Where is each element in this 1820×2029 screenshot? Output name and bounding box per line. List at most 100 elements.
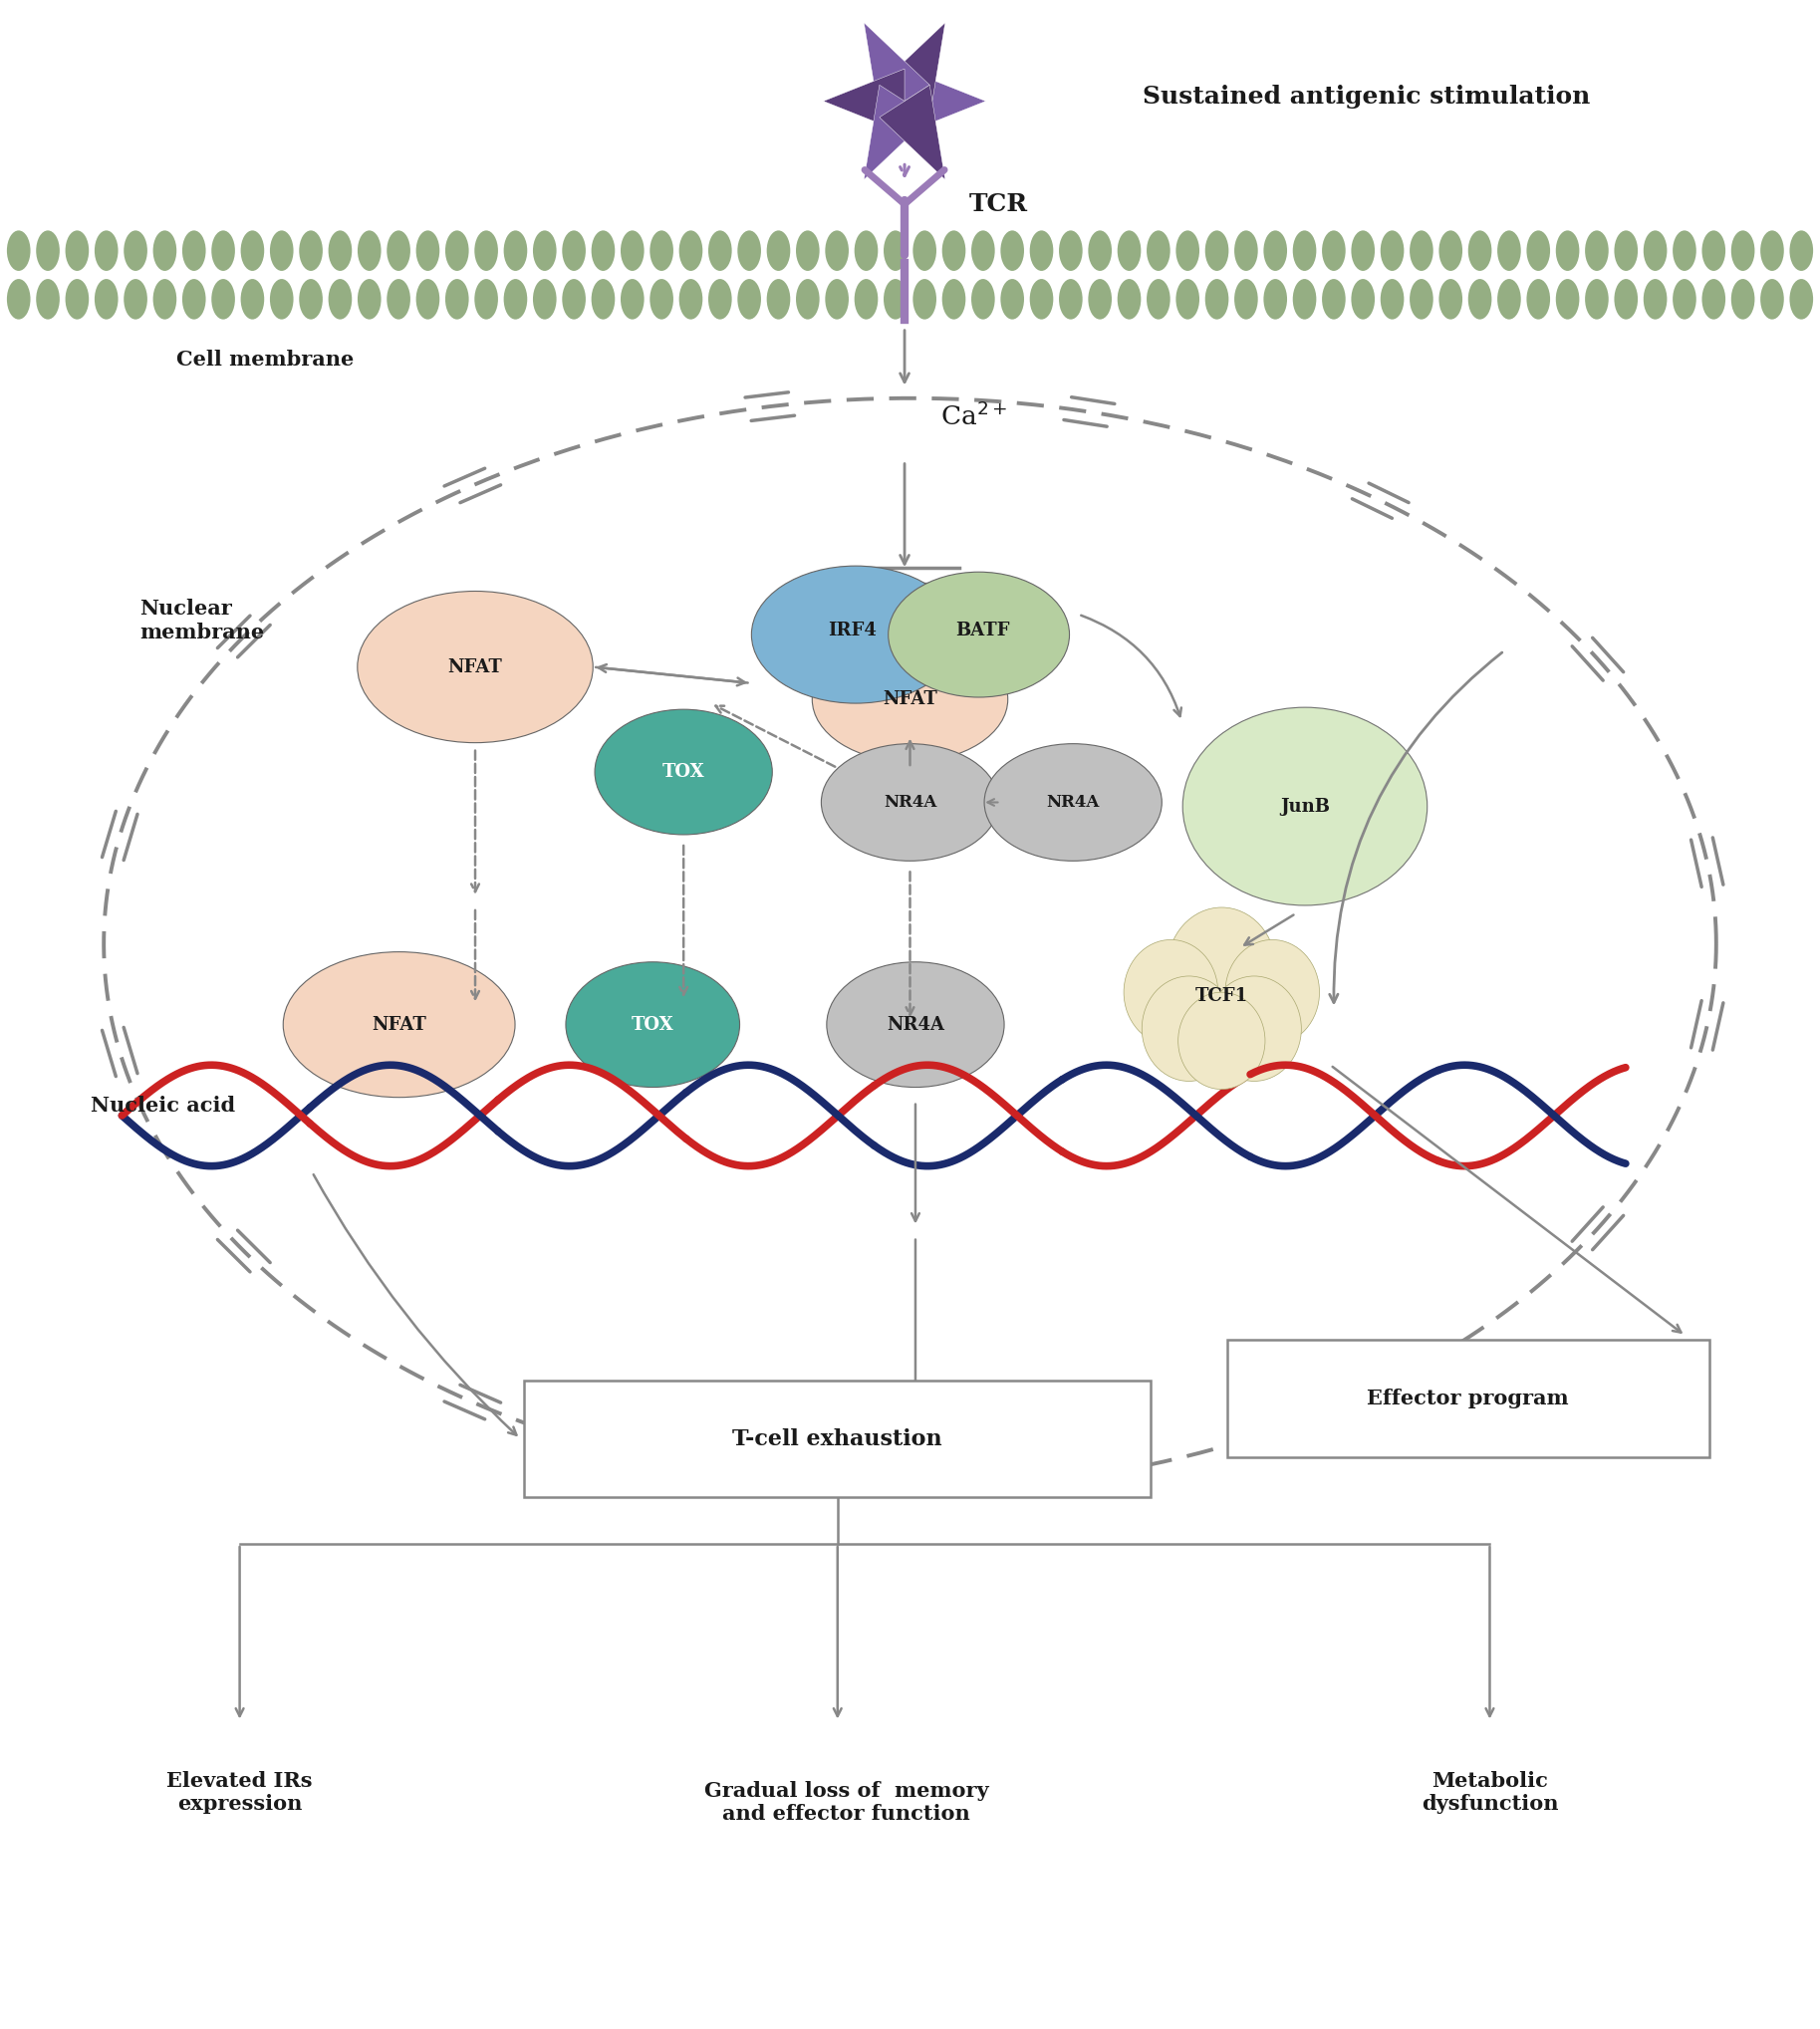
Ellipse shape	[1527, 231, 1551, 272]
Ellipse shape	[562, 278, 586, 319]
Ellipse shape	[298, 278, 322, 319]
Ellipse shape	[1614, 231, 1638, 272]
Ellipse shape	[1088, 278, 1112, 319]
Ellipse shape	[240, 231, 264, 272]
Circle shape	[1178, 992, 1265, 1090]
Ellipse shape	[821, 745, 999, 860]
Ellipse shape	[650, 278, 673, 319]
Ellipse shape	[124, 278, 147, 319]
Ellipse shape	[211, 231, 235, 272]
Ellipse shape	[269, 231, 293, 272]
Ellipse shape	[1117, 231, 1141, 272]
Ellipse shape	[357, 590, 593, 743]
Ellipse shape	[417, 231, 440, 272]
Text: TOX: TOX	[662, 763, 704, 781]
Ellipse shape	[1556, 231, 1580, 272]
Ellipse shape	[972, 231, 996, 272]
Polygon shape	[823, 69, 905, 134]
Text: Effector program: Effector program	[1367, 1388, 1569, 1408]
Ellipse shape	[66, 231, 89, 272]
Ellipse shape	[1321, 231, 1345, 272]
Ellipse shape	[826, 962, 1005, 1088]
Ellipse shape	[795, 278, 819, 319]
Ellipse shape	[66, 278, 89, 319]
Text: Gradual loss of  memory
and effector function: Gradual loss of memory and effector func…	[704, 1781, 988, 1824]
Ellipse shape	[1469, 278, 1492, 319]
Ellipse shape	[1498, 278, 1522, 319]
Ellipse shape	[914, 278, 935, 319]
Ellipse shape	[566, 962, 739, 1088]
Ellipse shape	[1183, 708, 1427, 905]
Text: TCR: TCR	[970, 193, 1028, 217]
Ellipse shape	[885, 231, 906, 272]
Ellipse shape	[1702, 278, 1725, 319]
Ellipse shape	[475, 231, 499, 272]
Ellipse shape	[562, 231, 586, 272]
Ellipse shape	[1731, 278, 1754, 319]
Ellipse shape	[1527, 278, 1551, 319]
Ellipse shape	[1643, 278, 1667, 319]
Ellipse shape	[182, 278, 206, 319]
Ellipse shape	[95, 278, 118, 319]
Ellipse shape	[124, 231, 147, 272]
Ellipse shape	[795, 231, 819, 272]
Ellipse shape	[1030, 278, 1054, 319]
Ellipse shape	[36, 278, 60, 319]
Text: NR4A: NR4A	[883, 793, 937, 812]
Ellipse shape	[1585, 231, 1609, 272]
Ellipse shape	[595, 710, 772, 834]
Ellipse shape	[1643, 231, 1667, 272]
Ellipse shape	[985, 745, 1161, 860]
Ellipse shape	[533, 231, 557, 272]
Ellipse shape	[284, 952, 515, 1098]
Ellipse shape	[1147, 278, 1170, 319]
Ellipse shape	[475, 278, 499, 319]
Ellipse shape	[328, 278, 351, 319]
Ellipse shape	[1410, 231, 1432, 272]
Ellipse shape	[1205, 278, 1228, 319]
Ellipse shape	[1440, 278, 1463, 319]
Circle shape	[1167, 907, 1276, 1029]
Ellipse shape	[1205, 231, 1228, 272]
Ellipse shape	[1234, 231, 1258, 272]
Ellipse shape	[1498, 231, 1522, 272]
Ellipse shape	[1380, 278, 1403, 319]
Ellipse shape	[1380, 231, 1403, 272]
Ellipse shape	[328, 231, 351, 272]
Ellipse shape	[888, 572, 1070, 698]
Ellipse shape	[592, 278, 615, 319]
Ellipse shape	[1760, 278, 1784, 319]
Ellipse shape	[1117, 278, 1141, 319]
Ellipse shape	[943, 278, 966, 319]
FancyBboxPatch shape	[524, 1380, 1150, 1497]
Ellipse shape	[1673, 231, 1696, 272]
Ellipse shape	[812, 637, 1008, 763]
Ellipse shape	[824, 231, 848, 272]
Ellipse shape	[943, 231, 966, 272]
Ellipse shape	[621, 231, 644, 272]
Ellipse shape	[737, 231, 761, 272]
Ellipse shape	[298, 231, 322, 272]
Ellipse shape	[446, 278, 470, 319]
Ellipse shape	[885, 278, 906, 319]
Ellipse shape	[708, 231, 732, 272]
Ellipse shape	[1350, 231, 1374, 272]
Text: NFAT: NFAT	[371, 1017, 426, 1033]
Ellipse shape	[592, 231, 615, 272]
Polygon shape	[879, 22, 945, 118]
Ellipse shape	[1760, 231, 1784, 272]
Ellipse shape	[7, 231, 31, 272]
Text: Nuclear
membrane: Nuclear membrane	[140, 599, 264, 641]
Text: Metabolic
dysfunction: Metabolic dysfunction	[1421, 1771, 1558, 1814]
Ellipse shape	[182, 231, 206, 272]
Ellipse shape	[1556, 278, 1580, 319]
Ellipse shape	[1176, 278, 1199, 319]
Ellipse shape	[1263, 278, 1287, 319]
Ellipse shape	[1263, 231, 1287, 272]
Circle shape	[1141, 976, 1236, 1081]
Circle shape	[1225, 939, 1320, 1045]
Text: IRF4: IRF4	[828, 621, 877, 639]
Ellipse shape	[95, 231, 118, 272]
Ellipse shape	[388, 231, 410, 272]
Circle shape	[1207, 976, 1301, 1081]
